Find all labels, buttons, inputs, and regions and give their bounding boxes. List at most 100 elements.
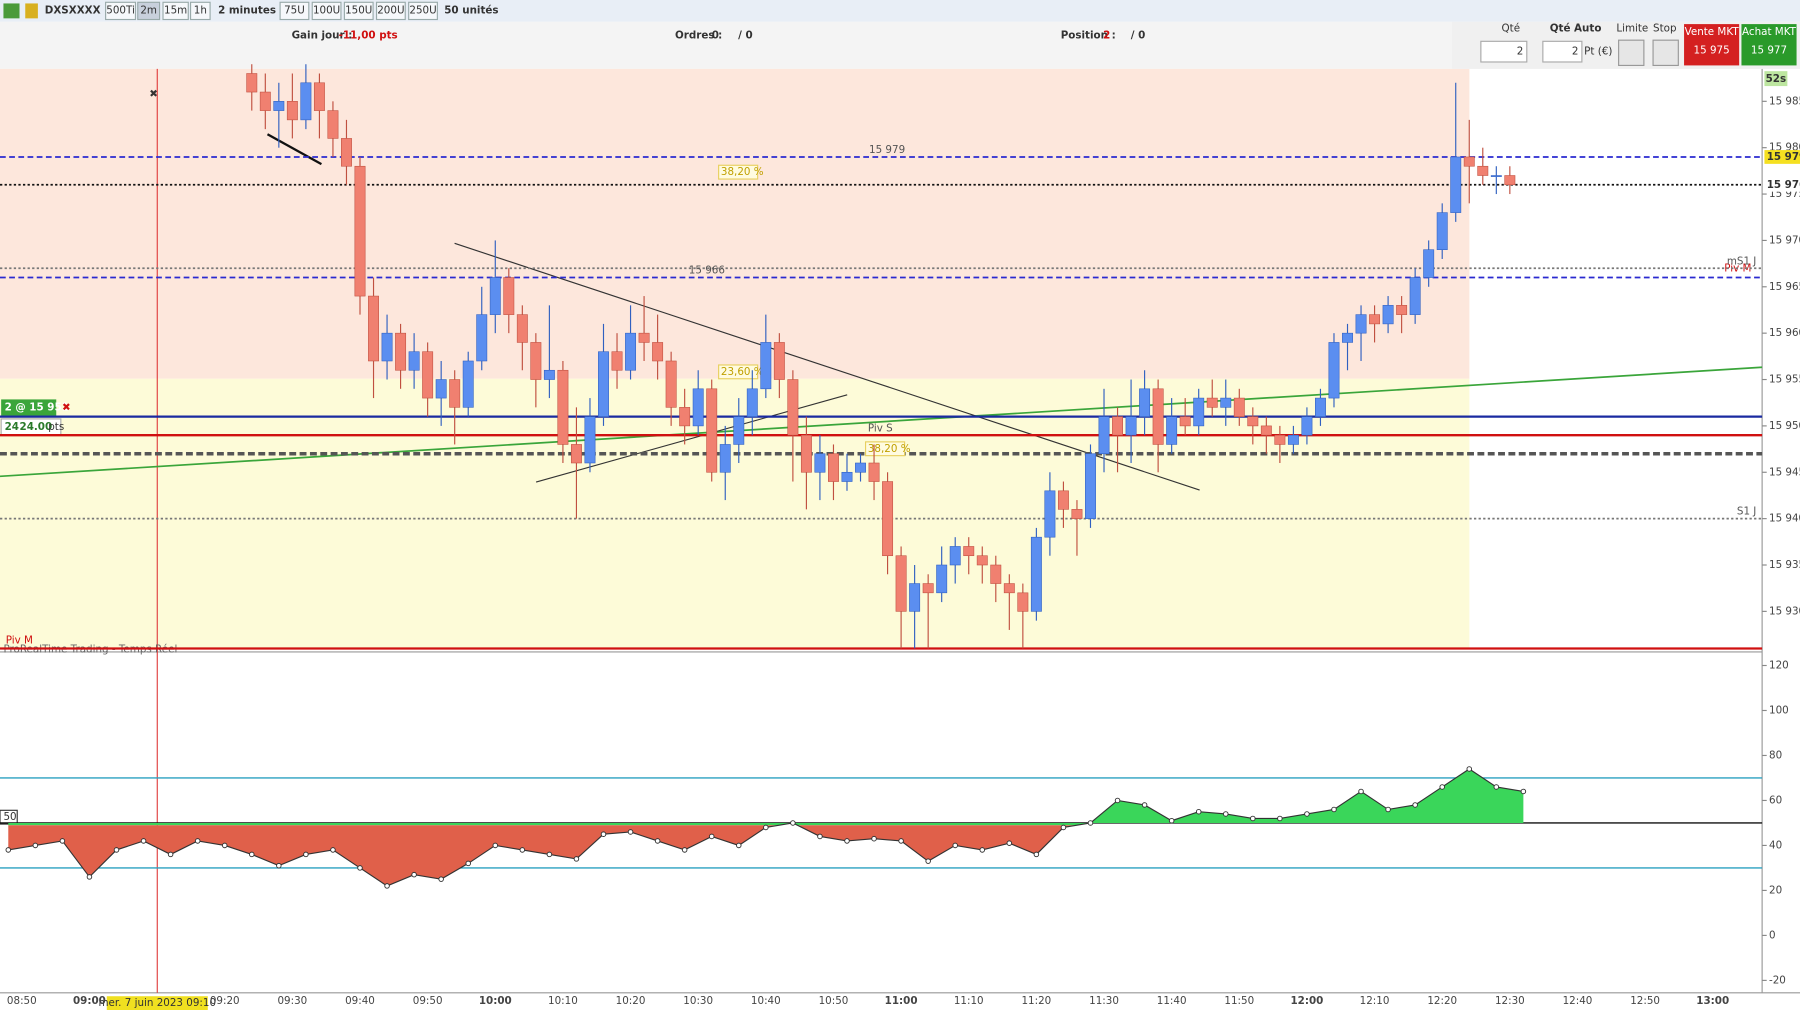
toolbar-button[interactable]	[189, 1, 211, 21]
candle-body	[246, 73, 258, 93]
x-tick-label: 11:20	[1021, 995, 1051, 1007]
rsi-point	[249, 851, 255, 858]
price-badge-label: 15 979	[1767, 151, 1800, 163]
rsi-point	[1331, 806, 1337, 813]
candle-body	[1315, 397, 1326, 417]
candle-body	[1450, 156, 1462, 213]
sell-button[interactable]	[1684, 24, 1740, 66]
marker: ✖	[149, 88, 158, 100]
rsi-level-label: 50	[3, 811, 16, 823]
rsi-point	[1114, 797, 1121, 804]
rsi-point	[221, 842, 228, 849]
auto-qty-input[interactable]	[1542, 40, 1583, 63]
rsi-point	[59, 838, 66, 844]
candle-body	[1328, 342, 1340, 399]
position-badge-bg[interactable]	[1, 399, 57, 416]
rsi-point	[357, 865, 363, 871]
limit-button[interactable]	[1618, 39, 1645, 66]
candle-body	[516, 314, 528, 343]
rsi-point	[113, 847, 120, 853]
candle-body	[976, 555, 988, 566]
toolbar-button[interactable]	[375, 1, 406, 21]
toolbar-button[interactable]	[137, 1, 161, 21]
buy-button[interactable]	[1741, 24, 1797, 66]
toolbar-button[interactable]	[343, 1, 374, 21]
buy-price: 15 977	[1751, 45, 1787, 57]
candle-body	[611, 351, 623, 371]
rsi-point	[573, 856, 580, 862]
candle-body	[841, 471, 853, 482]
y-tick-label: 15 950	[1769, 420, 1800, 432]
stop-label: Stop	[1653, 23, 1676, 35]
toolbar-button[interactable]	[408, 1, 438, 21]
rsi-point	[708, 833, 715, 840]
close-position[interactable]: ✖	[62, 401, 71, 413]
orders: 0	[712, 30, 719, 42]
candle-body	[828, 453, 839, 482]
candle-body	[543, 369, 555, 380]
candle-body	[313, 82, 325, 111]
period[interactable]: 2 minutes	[218, 4, 276, 16]
rsi-point	[438, 876, 444, 882]
rsi-point	[384, 883, 390, 889]
rsi-point	[1466, 766, 1473, 772]
candle-body	[341, 138, 352, 167]
candle-body	[706, 388, 718, 473]
toolbar-button[interactable]	[311, 1, 342, 21]
pnl-value: 24.00	[20, 421, 53, 433]
x-tick-label: 08:50	[7, 995, 37, 1007]
rsi-point	[1087, 820, 1094, 826]
candle-body	[868, 462, 880, 482]
x-tick-label: 09:30	[277, 995, 307, 1007]
icon[interactable]	[3, 3, 20, 19]
toolbar-button[interactable]	[105, 1, 137, 21]
candle-body	[746, 388, 758, 417]
candle-body	[1139, 388, 1151, 417]
x-tick-label: 11:10	[954, 995, 984, 1007]
rsi-tick-label: 120	[1769, 659, 1789, 671]
candle-body	[598, 351, 609, 417]
trendline-down	[454, 242, 1200, 491]
x-tick-label: 10:50	[819, 995, 849, 1007]
y-tick-label: 15 975	[1769, 188, 1800, 200]
units[interactable]: 50 unités	[444, 4, 498, 16]
candle-body	[1206, 397, 1218, 408]
candle-body	[1342, 332, 1353, 343]
toolbar-button[interactable]	[162, 1, 189, 21]
candle-body	[1085, 453, 1096, 519]
x-tick-label: 12:10	[1360, 995, 1390, 1007]
pnl-unit: pts	[48, 421, 64, 433]
price-badge	[1764, 177, 1800, 192]
candle-body	[814, 453, 826, 473]
instrument[interactable]: DXSXXXX	[45, 4, 101, 16]
candle-body	[1504, 175, 1516, 186]
price-badge-label: 15 976	[1767, 179, 1800, 191]
rsi-point	[194, 838, 201, 844]
qty-input[interactable]	[1480, 40, 1528, 63]
stop-button[interactable]	[1652, 39, 1679, 66]
level-label: 15 966	[689, 265, 725, 277]
rsi-point	[979, 847, 986, 853]
candle-body	[1166, 416, 1178, 445]
toolbar-button[interactable]	[279, 1, 310, 21]
icon[interactable]	[25, 3, 38, 19]
rsi-point	[32, 842, 39, 849]
date-label: mer. 7 juin 2023 09:10	[98, 997, 216, 1009]
toolbar-button-label: 75U	[284, 4, 305, 16]
candle-body	[652, 342, 664, 362]
rsi-point	[600, 831, 607, 837]
rsi-point	[817, 833, 823, 840]
gain-label: Gain jour :	[292, 30, 353, 42]
candle-body	[949, 546, 961, 566]
candle-body	[895, 555, 907, 612]
candle-body	[1247, 416, 1259, 427]
candle-body	[1409, 277, 1421, 315]
y-tick-label: 15 955	[1769, 374, 1800, 386]
fib-label: 38,20 %	[868, 443, 911, 455]
x-tick-label: 10:10	[548, 995, 578, 1007]
rsi-point	[303, 851, 309, 858]
x-tick-label: 11:40	[1157, 995, 1187, 1007]
rsi-point	[546, 851, 553, 858]
level-label: Piv S	[868, 422, 893, 434]
level-tag: Piv M	[6, 634, 33, 646]
